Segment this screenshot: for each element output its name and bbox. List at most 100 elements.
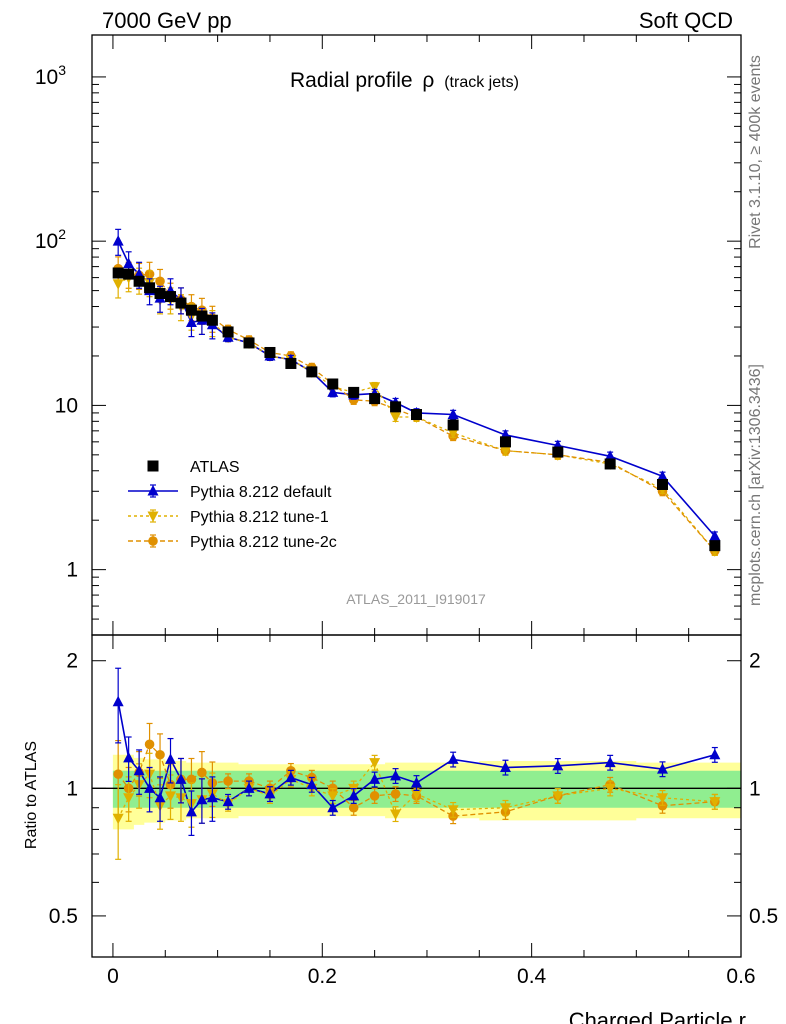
main-point-square: [327, 378, 339, 390]
ratio-point-triangle-up: [709, 748, 721, 760]
ratio-point-triangle-up: [327, 801, 339, 813]
ratio-point-triangle-up: [165, 753, 177, 764]
ratio-point-triangle-up: [369, 773, 381, 784]
main-point-square: [243, 337, 255, 349]
main-point-triangle-up: [327, 386, 339, 397]
legend-entry: Pythia 8.212 tune-1: [128, 509, 329, 526]
header-left-label: 7000 GeV pp: [102, 8, 232, 33]
main-point-triangle-up: [112, 235, 124, 246]
ratio-point-triangle-down: [411, 789, 422, 800]
legend: ATLAS Pythia 8.212 default Pythia 8.212 tu…: [128, 459, 337, 551]
ratio-point-triangle-up: [196, 793, 208, 805]
ratio-point-triangle-up: [552, 759, 564, 771]
main-point-square: [206, 314, 218, 326]
main-point-square: [123, 268, 135, 280]
ratio-point-triangle-up: [348, 789, 360, 801]
ratio-point-circle: [223, 776, 233, 786]
ratio-y-tick-label-right: 2: [749, 650, 761, 673]
chart-title: Radial profile ρ (track jets): [290, 69, 519, 92]
ratio-point-triangle-up: [499, 761, 511, 772]
main-point-triangle-up: [604, 450, 616, 461]
main-point-square: [222, 326, 234, 338]
main-point-triangle-down: [369, 382, 381, 393]
ratio-point-triangle-up: [123, 751, 135, 763]
main-y-tick-label: 10: [55, 394, 78, 417]
main-point-square: [656, 478, 668, 490]
ratio-point-triangle-down: [369, 758, 381, 769]
ratio-point-triangle-up: [206, 791, 218, 803]
main-point-square: [175, 297, 187, 309]
ratio-point-triangle-up: [154, 791, 166, 803]
ratio-point-triangle-down: [327, 791, 339, 802]
main-point-square: [144, 282, 156, 294]
main-point-triangle-down: [112, 279, 124, 290]
ratio-line-2: [117, 743, 715, 817]
legend-entry: Pythia 8.212 default: [128, 484, 332, 501]
main-y-tick-label: 102: [35, 226, 66, 253]
legend-label: Pythia 8.212 default: [190, 484, 332, 501]
main-point-triangle-down: [499, 446, 511, 457]
ratio-point-circle: [197, 767, 207, 778]
ratio-point-triangle-down: [604, 783, 616, 795]
x-tick-label: 0.2: [308, 965, 337, 988]
legend-marker: [147, 485, 159, 496]
ratio-point-triangle-down: [165, 791, 177, 802]
ratio-line-0: [117, 701, 716, 814]
ratio-point-triangle-up: [656, 763, 668, 774]
ratio-point-triangle-up: [390, 769, 402, 781]
x-tick-label: 0: [107, 965, 119, 988]
main-point-square: [112, 267, 124, 279]
ratio-point-circle: [113, 769, 123, 779]
ratio-point-triangle-up: [133, 764, 145, 776]
main-point-triangle-up: [123, 257, 135, 269]
main-y-tick-label: 103: [35, 62, 66, 89]
main-point-square: [185, 304, 197, 316]
main-point-square: [306, 366, 318, 378]
ratio-point-triangle-up: [112, 695, 124, 707]
main-point-square: [552, 446, 564, 458]
ratio-point-circle: [369, 791, 380, 801]
legend-label: ATLAS: [190, 459, 240, 476]
main-point-square: [709, 540, 721, 552]
ratio-point-triangle-up: [175, 773, 187, 784]
chart-title-symbol: ρ: [422, 69, 434, 92]
ratio-point-triangle-down: [123, 793, 135, 804]
ratio-y-tick-label-right: 0.5: [749, 905, 778, 928]
side-label-rivet: Rivet 3.1.10, ≥ 400k events: [747, 55, 764, 249]
ratio-point-triangle-up: [604, 756, 616, 768]
main-point-square: [499, 436, 511, 448]
ratio-point-triangle-up: [264, 787, 276, 799]
ratio-point-triangle-down: [447, 805, 459, 816]
main-point-square: [133, 275, 145, 287]
ratio-point-circle: [390, 789, 401, 799]
legend-marker: [147, 460, 159, 472]
legend-entry: ATLAS: [147, 459, 240, 476]
ratio-y-tick-label-left: 0.5: [49, 905, 78, 928]
x-tick-label: 0.4: [517, 965, 547, 988]
main-point-triangle-down: [390, 412, 402, 423]
main-point-square: [154, 288, 166, 300]
ratio-y-tick-label-left: 1: [66, 777, 78, 800]
ratio-frame: [91, 634, 742, 958]
main-point-triangle-up: [709, 530, 721, 541]
ratio-point-circle: [144, 739, 155, 750]
ratio-y-tick-label-left: 2: [66, 650, 78, 673]
ratio-point-triangle-up: [222, 795, 234, 807]
ratio-point-triangle-up: [144, 782, 156, 793]
main-point-square: [285, 357, 297, 369]
legend-marker: [148, 536, 158, 546]
legend-label: Pythia 8.212 tune-1: [190, 509, 329, 526]
main-point-triangle-up: [185, 316, 197, 327]
chart-title-text: Radial profile: [290, 69, 413, 92]
main-point-circle: [155, 276, 165, 287]
ratio-point-triangle-up: [306, 778, 318, 790]
ratio-point-triangle-down: [656, 793, 668, 804]
legend-marker: [147, 511, 159, 522]
main-point-square: [604, 458, 616, 470]
main-point-square: [447, 419, 459, 431]
ratio-point-triangle-up: [411, 776, 422, 788]
main-point-triangle-up: [447, 408, 459, 420]
x-tick-label: 0.6: [726, 965, 755, 988]
